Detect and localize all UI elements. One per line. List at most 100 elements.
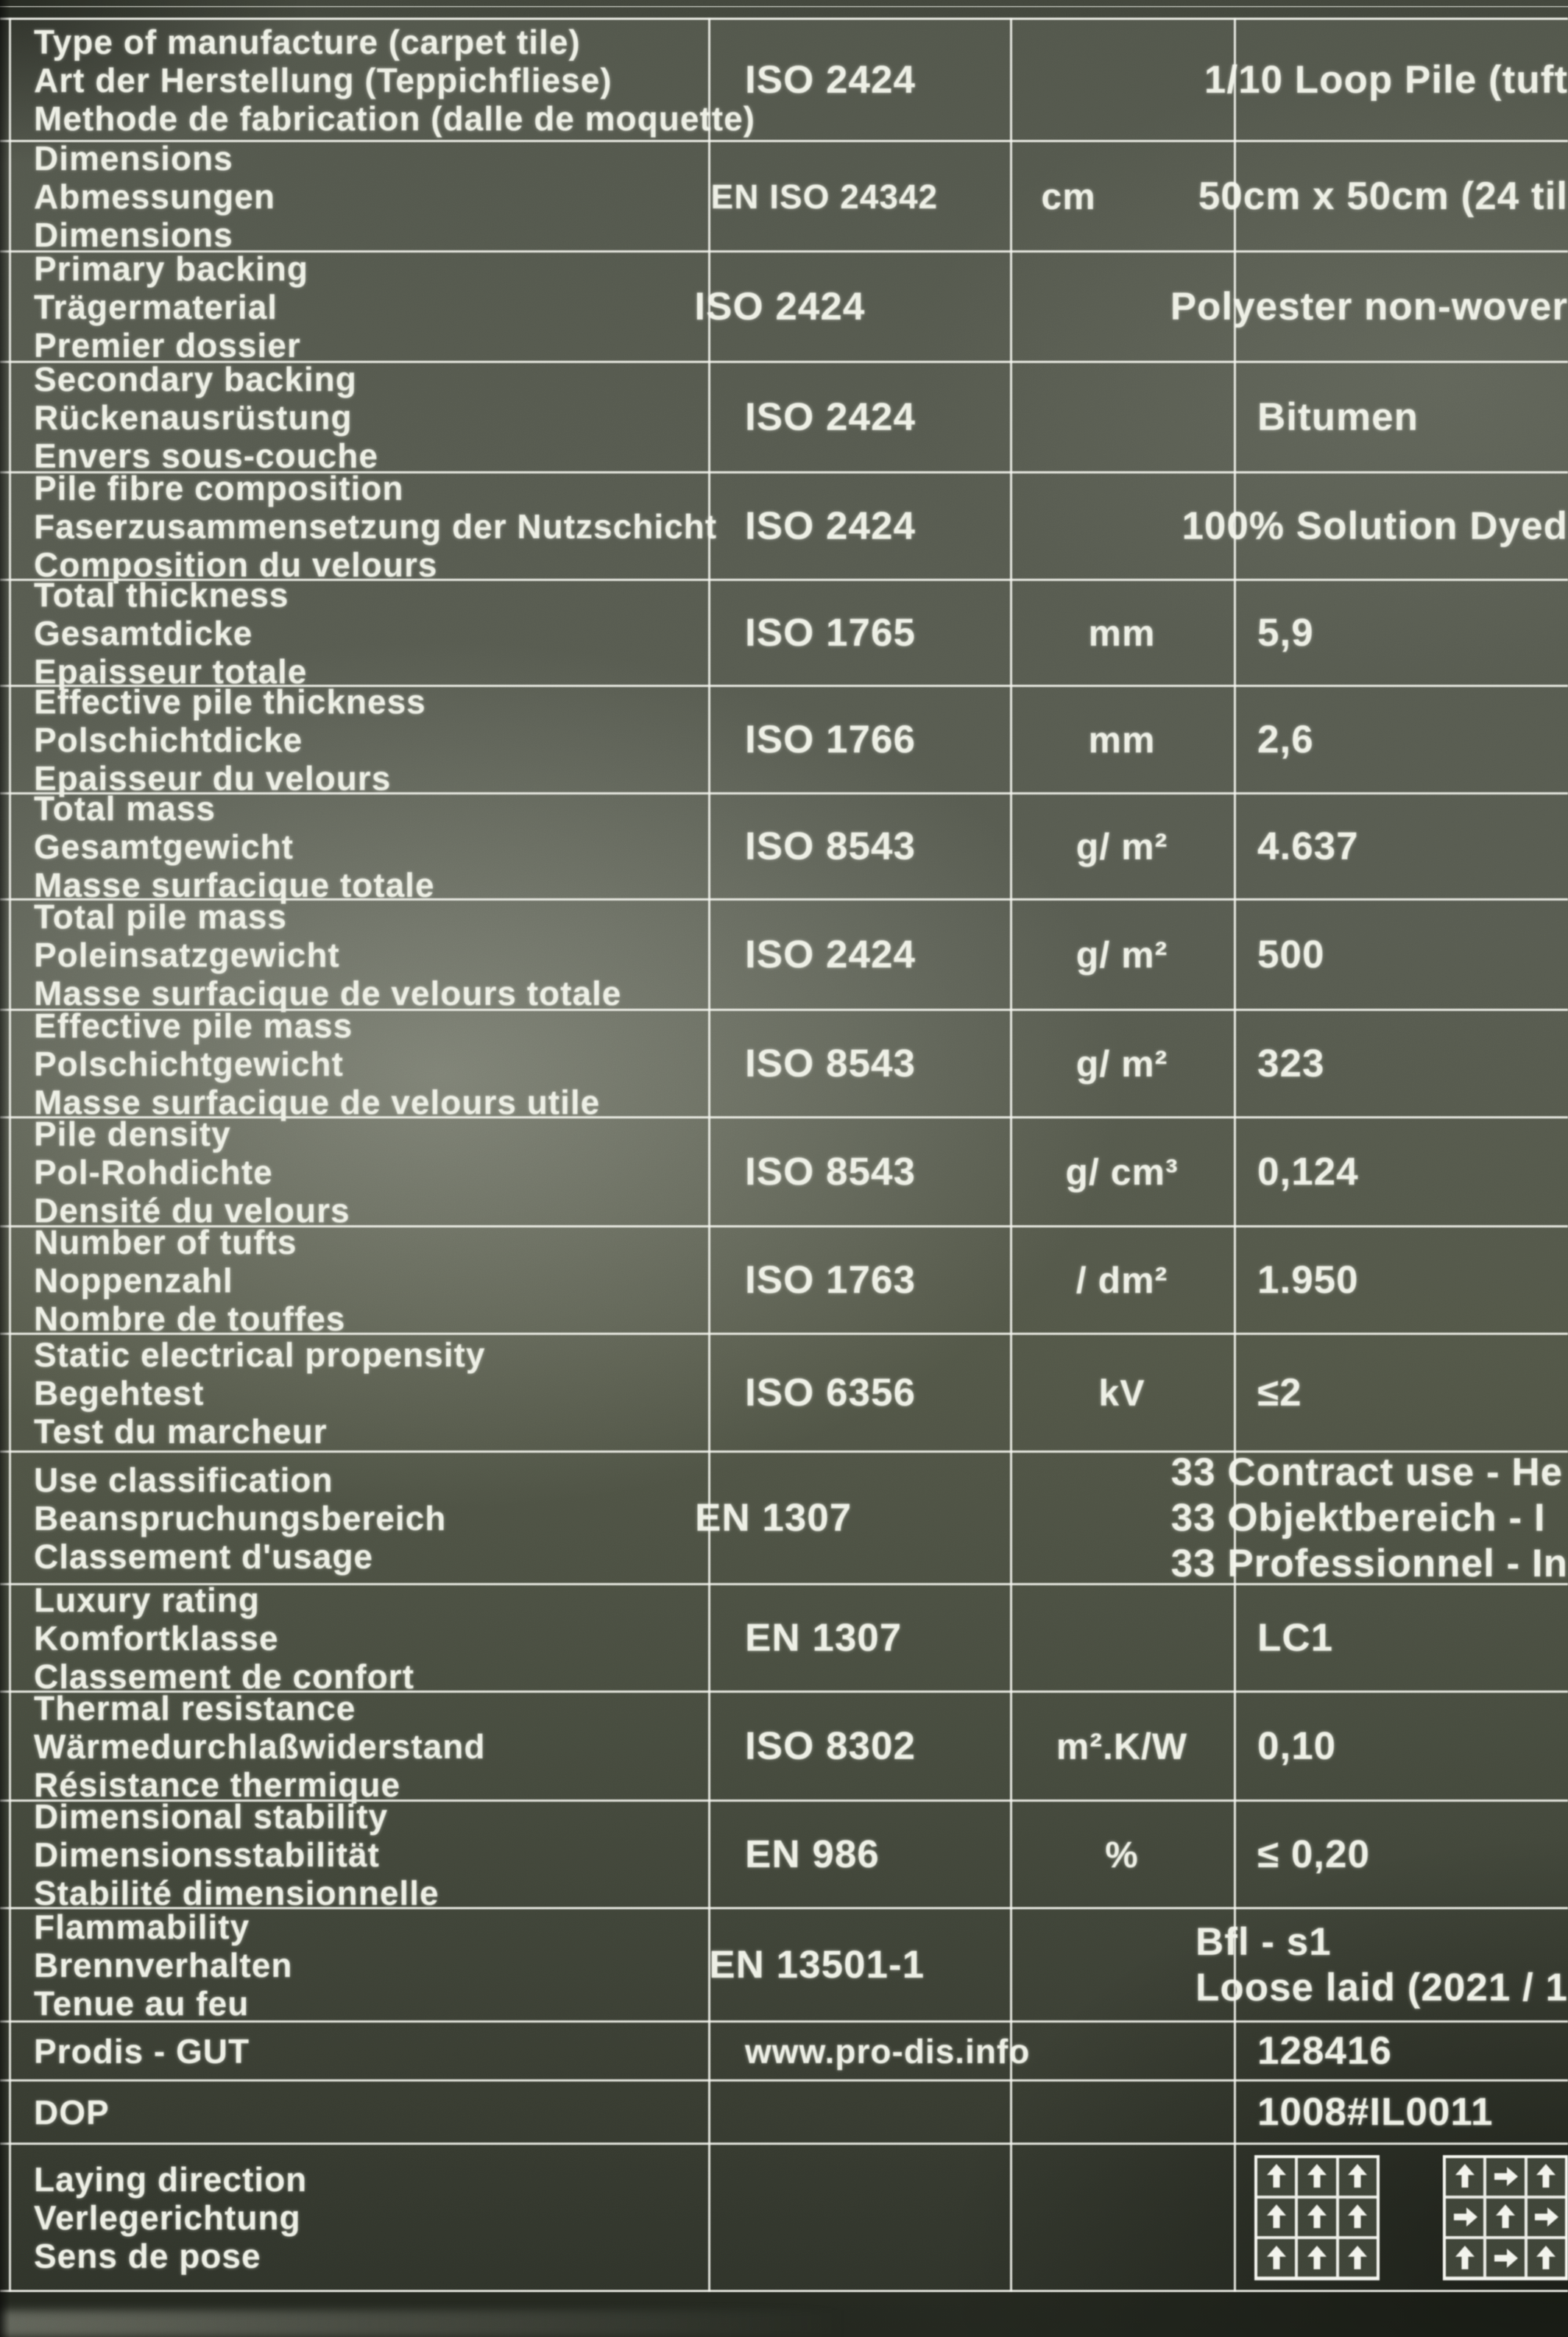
- property-label-line: Rückenausrüstung: [34, 398, 353, 437]
- property-label-line: Laying direction: [34, 2160, 308, 2199]
- property-label-line: Sens de pose: [34, 2236, 261, 2275]
- standard-value: ISO 8302: [745, 1724, 916, 1768]
- unit-value: mm: [1088, 612, 1156, 654]
- property-label-line: Beanspruchungsbereich: [34, 1498, 447, 1537]
- property-label-line: Pile density: [34, 1114, 231, 1153]
- standard-value: ISO 2424: [745, 395, 916, 439]
- standard-value: ISO 1765: [745, 611, 916, 655]
- arrow-up-icon: [1495, 2204, 1516, 2230]
- pattern-tile: [1298, 2198, 1336, 2237]
- unit-cell: %: [1010, 1802, 1234, 1907]
- unit-value: g/ cm³: [1065, 1151, 1179, 1193]
- property-label-line: Noppenzahl: [34, 1261, 233, 1300]
- property-label-line: Use classification: [34, 1460, 333, 1499]
- standard-cell: ISO 2424: [708, 363, 1010, 471]
- pattern-tile: [1527, 2198, 1565, 2237]
- property-label-line: Gesamtgewicht: [34, 827, 294, 866]
- property-cell: Prodis - GUT: [0, 2023, 708, 2079]
- standard-value: www.pro-dis.info: [745, 2031, 1031, 2070]
- property-label-line: Dimensional stability: [34, 1797, 389, 1836]
- table-row: Dimensional stability Dimensionsstabilitä…: [0, 1797, 1568, 1912]
- property-label-line: Pol-Rohdichte: [34, 1152, 273, 1191]
- standard-cell: EN ISO 24342: [674, 142, 963, 250]
- property-label-line: Verlegerichtung: [34, 2198, 301, 2237]
- standard-cell: EN 1307: [708, 1585, 1010, 1691]
- property-label-line: Nombre de touffes: [34, 1299, 346, 1338]
- unit-cell: g/ m²: [1010, 794, 1234, 898]
- pattern-tile: [1338, 2157, 1377, 2196]
- property-cell: Secondary backing Rückenausrüstung Envers …: [0, 359, 708, 475]
- property-label-line: Primary backing: [34, 249, 308, 288]
- property-label-line: Polschichtgewicht: [34, 1044, 344, 1083]
- value-cell: ≤2: [1234, 1335, 1568, 1451]
- value-cell: 1008#IL0011: [1234, 2082, 1568, 2143]
- table-row: Type of manufacture (carpet tile) Art der…: [0, 20, 1568, 142]
- property-cell: Total thickness Gesamtdicke Epaisseur tota…: [0, 576, 708, 691]
- property-label-line: Dimensionsstabilität: [34, 1835, 380, 1874]
- value-cell: 500: [1234, 900, 1568, 1009]
- standard-value: ISO 2424: [745, 933, 916, 976]
- value-cell: [1231, 2145, 1568, 2290]
- property-cell: Thermal resistance Wärmedurchlaßwiderstan…: [0, 1689, 708, 1804]
- property-label-line: Test du marcheur: [34, 1411, 328, 1451]
- arrow-up-icon: [1455, 2246, 1475, 2271]
- standard-value: ISO 1766: [745, 718, 916, 761]
- pattern-tile: [1527, 2239, 1565, 2277]
- property-label-line: Wärmedurchlaßwiderstand: [34, 1727, 486, 1766]
- table-row: Primary backing Trägermaterial Premier dos…: [0, 249, 1568, 364]
- arrow-up-icon: [1536, 2246, 1556, 2271]
- standard-value: ISO 6356: [745, 1371, 916, 1414]
- property-label-line: DOP: [34, 2093, 110, 2132]
- arrow-up-icon: [1347, 2246, 1368, 2271]
- property-label-line: Effective pile thickness: [34, 682, 426, 721]
- value-cell: 128416: [1234, 2023, 1568, 2079]
- value-cell: 5,9: [1234, 581, 1568, 685]
- value-cell: 100% Solution Dyed: [1158, 473, 1568, 579]
- standard-cell: ISO 6356: [708, 1335, 1010, 1451]
- property-label-line: Brennverhalten: [34, 1945, 293, 1984]
- arrow-up-icon: [1347, 2164, 1368, 2189]
- property-cell: DOP: [0, 2082, 708, 2143]
- value-line: ≤ 0,20: [1257, 1832, 1370, 1876]
- value-cell: 1/10 Loop Pile (tuft: [1181, 20, 1568, 140]
- unit-cell: g/ m²: [1010, 1011, 1234, 1116]
- property-label-line: Faserzusammensetzung der Nutzschicht: [34, 507, 718, 546]
- property-label-line: Komfortklasse: [34, 1618, 279, 1657]
- property-label-line: Trägermaterial: [34, 287, 278, 326]
- property-label-line: Dimensions: [34, 215, 233, 254]
- property-cell: Total mass Gesamtgewicht Masse surfacique …: [0, 789, 708, 904]
- property-cell: Number of tufts Noppenzahl Nombre de touff…: [0, 1223, 708, 1338]
- arrow-up-icon: [1266, 2246, 1287, 2271]
- pattern-tile: [1486, 2198, 1525, 2237]
- standard-value: EN ISO 24342: [710, 177, 939, 216]
- value-cell: 4.637: [1234, 794, 1568, 898]
- standard-cell: www.pro-dis.info: [708, 2023, 1029, 2079]
- property-label-line: Thermal resistance: [34, 1688, 356, 1727]
- property-label-line: Type of manufacture (carpet tile): [34, 22, 581, 61]
- property-cell: Static electrical propensity Begehtest Tes…: [0, 1335, 708, 1451]
- value-line: 50cm x 50cm (24 til: [1198, 174, 1568, 218]
- value-line: 1/10 Loop Pile (tuft: [1204, 57, 1568, 102]
- standard-cell: ISO 1763: [708, 1227, 1010, 1333]
- value-cell: 323: [1234, 1011, 1568, 1116]
- property-cell: Primary backing Trägermaterial Premier dos…: [0, 249, 657, 364]
- value-line: ≤2: [1257, 1370, 1302, 1414]
- unit-value: / dm²: [1076, 1259, 1168, 1301]
- property-label-line: Gesamtdicke: [34, 613, 253, 652]
- property-label-line: Secondary backing: [34, 359, 357, 398]
- unit-cell: g/ cm³: [1010, 1118, 1234, 1225]
- property-label-line: Total mass: [34, 789, 216, 828]
- standard-cell: ISO 2424: [708, 473, 969, 579]
- arrow-up-icon: [1455, 2164, 1475, 2189]
- arrow-right-icon: [1452, 2207, 1477, 2227]
- table-row: Static electrical propensity Begehtest Tes…: [0, 1335, 1568, 1453]
- standard-value: EN 1307: [745, 1616, 903, 1660]
- bottom-light-reflection: [0, 2310, 847, 2337]
- arrow-up-icon: [1347, 2204, 1368, 2230]
- arrow-up-icon: [1307, 2164, 1327, 2189]
- property-label-line: Number of tufts: [34, 1222, 297, 1261]
- value-line: 0,10: [1257, 1724, 1337, 1768]
- value-cell: 33 Contract use - He 33 Objektbereich - I…: [1148, 1451, 1568, 1585]
